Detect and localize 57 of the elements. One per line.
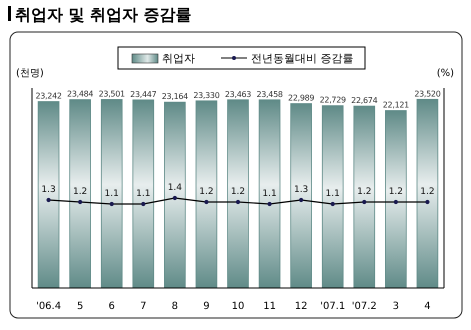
data-label: 1.2: [420, 187, 435, 197]
legend-label: 전년동월대비 증감률: [251, 52, 354, 65]
data-label: 1.2: [357, 187, 372, 197]
legend-label: 취업자: [162, 52, 195, 65]
x-tick-label: 10: [232, 301, 244, 312]
data-label: 1.1: [136, 189, 150, 199]
data-label: 1.4: [168, 183, 182, 193]
bar: [69, 99, 91, 288]
data-label: 23,242: [35, 92, 62, 101]
bar: [353, 106, 376, 288]
bar: [132, 100, 154, 288]
bar: [385, 110, 407, 288]
x-tick-label: '07.1: [320, 301, 346, 312]
bar: [416, 98, 438, 288]
x-tick-label: 11: [263, 301, 276, 312]
x-tick-label: '07.2: [352, 301, 377, 312]
data-label: 23,458: [256, 90, 283, 99]
data-label: 23,330: [193, 90, 220, 100]
bar: [227, 99, 249, 288]
data-label: 1.3: [294, 185, 308, 195]
data-label: 23,501: [98, 89, 126, 98]
data-label: 1.2: [230, 187, 246, 197]
x-tick-label: 5: [76, 301, 84, 312]
bar: [164, 102, 186, 288]
data-label: 22,989: [288, 94, 314, 103]
x-tick-label: 4: [424, 301, 431, 312]
data-label: 1.1: [262, 189, 277, 199]
data-label: 23,484: [67, 90, 94, 99]
x-tick-label: '06.4: [36, 301, 62, 312]
data-label: 23,520: [414, 89, 441, 98]
data-label: 22,729: [320, 96, 346, 105]
data-label: 1.2: [388, 187, 404, 197]
data-label: 1.1: [326, 189, 340, 199]
y2-axis-title: (%): [436, 68, 454, 79]
bar: [322, 105, 344, 288]
bar: [196, 100, 218, 288]
data-label: 23,463: [224, 90, 252, 99]
y-axis-title: (천명): [16, 68, 44, 79]
data-label: 22,121: [382, 100, 410, 110]
data-label: 1.3: [41, 185, 56, 195]
data-label: 23,164: [162, 92, 188, 102]
x-tick-label: 9: [203, 301, 210, 312]
bar: [290, 103, 312, 288]
x-tick-label: 12: [294, 301, 308, 312]
x-tick-label: 6: [108, 301, 115, 312]
chart-title: 취업자 및 취업자 증감률: [15, 5, 192, 24]
bar: [38, 101, 60, 288]
data-label: 1.2: [199, 187, 214, 197]
x-tick-label: 3: [392, 301, 400, 312]
data-label: 22,674: [351, 96, 378, 106]
data-label: 1.2: [72, 187, 88, 197]
bar: [258, 99, 280, 288]
data-label: 23,447: [130, 90, 157, 99]
x-tick-label: 8: [172, 301, 178, 312]
x-tick-label: 7: [140, 301, 146, 312]
data-label: 1.1: [104, 189, 119, 199]
bar: [100, 99, 123, 288]
